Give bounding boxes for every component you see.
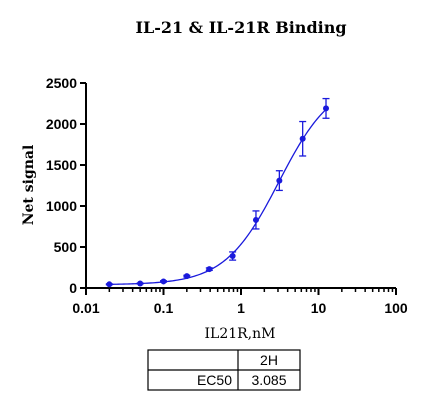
plot-area: 0 500 1000 1500 2000 2500 0.01 0.1 1 10 100 [46, 75, 408, 316]
y-tick-label: 1000 [46, 198, 77, 214]
data-point [299, 135, 306, 142]
data-point [137, 280, 144, 287]
y-tick-label: 2500 [46, 75, 77, 91]
x-axis-label: IL21R,nM [205, 326, 276, 342]
data-point [252, 216, 259, 223]
fit-curve [109, 108, 327, 285]
x-tick-label: 0.1 [154, 300, 174, 316]
x-tick-label: 100 [384, 300, 408, 316]
data-point [183, 273, 190, 280]
data-point [206, 266, 213, 273]
data-point [229, 253, 236, 260]
y-tick-label: 1500 [46, 157, 77, 173]
x-tick-label: 1 [237, 300, 245, 316]
data-point [323, 105, 330, 112]
results-table: 2H EC50 3.085 [147, 349, 301, 391]
x-tick-label: 10 [311, 300, 327, 316]
data-point [106, 281, 113, 288]
table-header-cell: 2H [260, 352, 278, 368]
y-tick-label: 500 [54, 239, 78, 255]
table-cell: 3.085 [251, 372, 286, 388]
data-point [160, 278, 167, 285]
data-point [276, 177, 283, 184]
y-tick-label: 2000 [46, 116, 77, 132]
table-cell: EC50 [197, 372, 232, 388]
y-tick-label: 0 [69, 280, 77, 296]
y-axis-label: Net signal [21, 145, 37, 226]
chart-title: IL-21 & IL-21R Binding [135, 18, 346, 37]
x-tick-label: 0.01 [72, 300, 99, 316]
